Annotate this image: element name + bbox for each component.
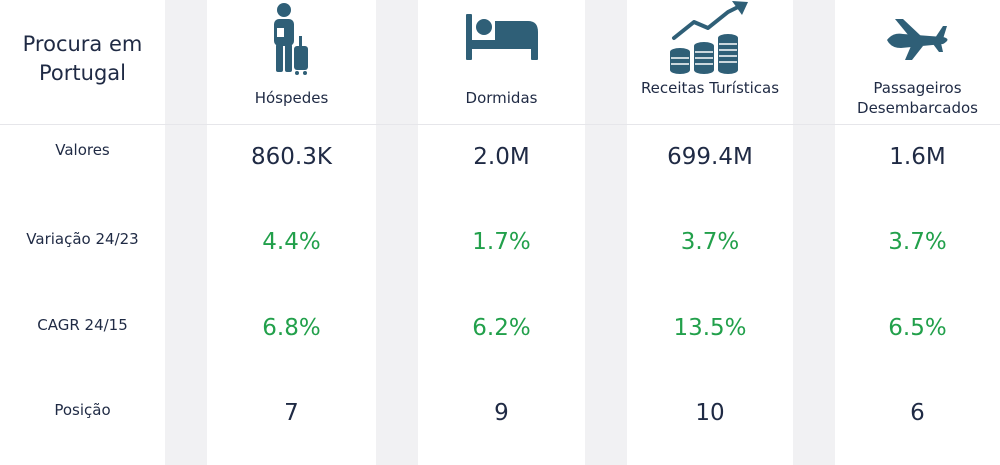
row-label-valores: Valores — [55, 141, 110, 159]
airplane-icon — [886, 19, 947, 60]
row-label-posicao: Posição — [54, 401, 111, 419]
posicao-value: 10 — [695, 400, 725, 426]
header-divider — [0, 124, 1000, 125]
metric-column-receitas-turisticas: Receitas Turísticas 699.4M 3.7% 13.5% 10 — [627, 0, 793, 465]
column-label: Hóspedes — [254, 89, 329, 107]
revenue-growth-coins-icon — [670, 1, 748, 74]
column-separator — [165, 0, 207, 465]
cagr-value: 6.5% — [888, 315, 947, 341]
cagr-value: 6.2% — [472, 315, 531, 341]
posicao-value: 7 — [284, 400, 299, 426]
page-title: Procura em Portugal — [22, 32, 143, 85]
metric-column-hospedes: Hóspedes 860.3K 4.4% 6.8% 7 — [207, 0, 376, 465]
bed-icon — [465, 14, 538, 60]
row-label-cagr: CAGR 24/15 — [37, 316, 128, 334]
metric-column-passageiros-desembarcados: Passageiros Desembarcados 1.6M 3.7% 6.5%… — [835, 0, 1000, 465]
valor-value: 2.0M — [473, 144, 530, 170]
column-label: Dormidas — [465, 89, 538, 107]
column-separator — [376, 0, 418, 465]
valor-value: 699.4M — [667, 144, 753, 170]
valor-value: 1.6M — [889, 144, 946, 170]
cagr-value: 13.5% — [673, 315, 747, 341]
posicao-value: 9 — [494, 400, 509, 426]
column-separator — [793, 0, 835, 465]
variacao-value: 3.7% — [888, 229, 947, 255]
valor-value: 860.3K — [251, 144, 332, 170]
variacao-value: 3.7% — [680, 229, 740, 255]
variacao-value: 4.4% — [262, 229, 321, 255]
variacao-value: 1.7% — [472, 229, 531, 255]
cagr-value: 6.8% — [262, 315, 321, 341]
row-label-variacao: Variação 24/23 — [26, 230, 139, 248]
column-separator — [585, 0, 627, 465]
column-label: Passageiros Desembarcados — [857, 79, 978, 117]
posicao-value: 6 — [910, 400, 925, 426]
metric-column-dormidas: Dormidas 2.0M 1.7% 6.2% 9 — [418, 0, 585, 465]
traveler-with-luggage-icon — [273, 3, 308, 75]
column-label: Receitas Turísticas — [640, 79, 780, 97]
